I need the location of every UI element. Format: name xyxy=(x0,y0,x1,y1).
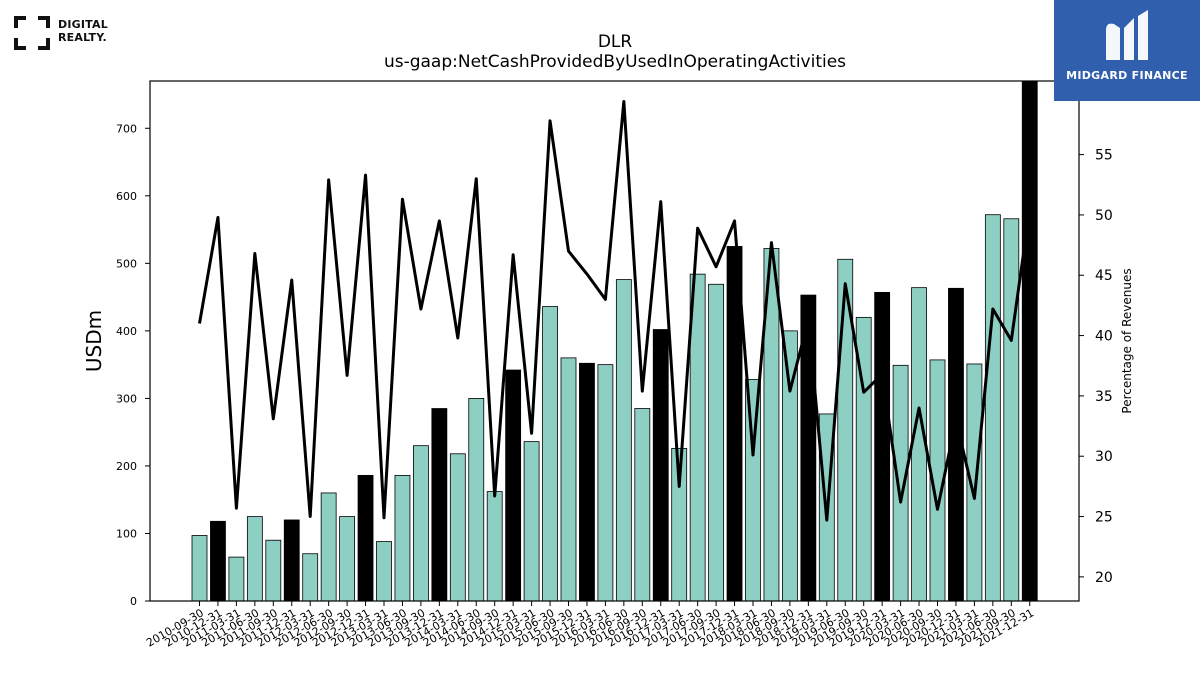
x-axis: 2010-09-302010-12-312011-03-312011-06-30… xyxy=(144,601,1036,650)
right-y-axis: 202530354045505560 xyxy=(1079,87,1113,586)
left-tick-label: 700 xyxy=(116,122,137,135)
bar-2021-09-30 xyxy=(1003,218,1020,602)
bar-2010-09-30 xyxy=(191,535,208,602)
bar-2011-09-30 xyxy=(265,539,282,602)
bar-2013-06-30 xyxy=(394,474,411,602)
bar-2020-03-31 xyxy=(892,364,909,602)
midgard-monogram-icon xyxy=(1106,10,1148,61)
bar-2016-12-31 xyxy=(652,329,669,602)
bar-2017-09-30 xyxy=(708,283,724,602)
bar-2015-12-31 xyxy=(579,362,595,602)
chart-subtitle: us-gaap:NetCashProvidedByUsedInOperating… xyxy=(383,52,847,72)
left-tick-label: 600 xyxy=(116,190,137,203)
bar-2021-12-31 xyxy=(1021,80,1038,602)
bar-2014-12-31 xyxy=(505,369,522,602)
right-tick-label: 30 xyxy=(1095,449,1113,465)
bar-2014-03-31 xyxy=(449,453,466,602)
bar-2014-06-30 xyxy=(468,397,485,602)
digital-realty-logo: DIGITAL REALTY. xyxy=(14,16,124,50)
bar-2021-06-30 xyxy=(984,214,1001,602)
plot-frame xyxy=(149,80,1080,602)
percentage-line xyxy=(198,100,1032,522)
bar-2013-12-31 xyxy=(431,408,448,602)
right-tick-label: 40 xyxy=(1095,329,1113,345)
left-tick-label: 0 xyxy=(130,595,137,608)
left-tick-label: 100 xyxy=(116,527,137,540)
line-series xyxy=(198,100,1032,522)
bar-2012-12-31 xyxy=(357,474,374,602)
brand-line-2: REALTY. xyxy=(58,30,107,44)
bar-2012-06-30 xyxy=(320,492,337,602)
midgard-brand-text: MIDGARD FINANCE xyxy=(1066,69,1188,82)
chart-title: DLR xyxy=(597,32,633,52)
bar-2015-06-30 xyxy=(542,306,558,602)
bar-2016-06-30 xyxy=(615,279,632,602)
right-tick-label: 55 xyxy=(1095,148,1113,164)
right-tick-label: 35 xyxy=(1095,389,1113,405)
right-tick-label: 45 xyxy=(1095,268,1113,284)
bar-2014-09-30 xyxy=(486,491,503,602)
right-tick-label: 50 xyxy=(1095,208,1113,224)
brand-line-1: DIGITAL xyxy=(58,18,108,31)
bar-2012-09-30 xyxy=(339,516,356,602)
right-tick-label: 20 xyxy=(1095,570,1113,586)
bar-2016-09-30 xyxy=(634,408,651,602)
bar-2016-03-31 xyxy=(597,364,614,602)
bar-2011-06-30 xyxy=(246,516,263,602)
bar-2013-03-31 xyxy=(376,541,392,602)
left-y-axis: 0 100 200 300 400 500 600 700 xyxy=(116,122,150,608)
bar-2013-09-30 xyxy=(412,445,429,602)
left-tick-label: 500 xyxy=(116,257,137,270)
bar-2015-03-31 xyxy=(523,441,540,602)
bar-2015-09-30 xyxy=(560,357,577,602)
left-tick-label: 400 xyxy=(116,325,137,338)
y-axis-label: USDm xyxy=(82,310,106,372)
bar-2017-06-30 xyxy=(689,273,706,602)
bar-2011-12-31 xyxy=(283,519,300,602)
bar-2012-03-31 xyxy=(302,553,319,602)
left-tick-label: 300 xyxy=(116,392,137,405)
bar-2018-03-31 xyxy=(745,379,761,602)
bar-2010-12-31 xyxy=(210,520,226,602)
y2-axis-label: Percentage of Revenues xyxy=(1120,268,1134,413)
bracket-mark-icon xyxy=(14,16,50,50)
bar-2019-12-31 xyxy=(874,291,891,602)
bar-2011-03-31 xyxy=(228,556,245,602)
midgard-finance-logo: MIDGARD FINANCE xyxy=(1054,0,1200,101)
right-tick-label: 25 xyxy=(1095,510,1113,526)
left-tick-label: 200 xyxy=(116,460,137,473)
